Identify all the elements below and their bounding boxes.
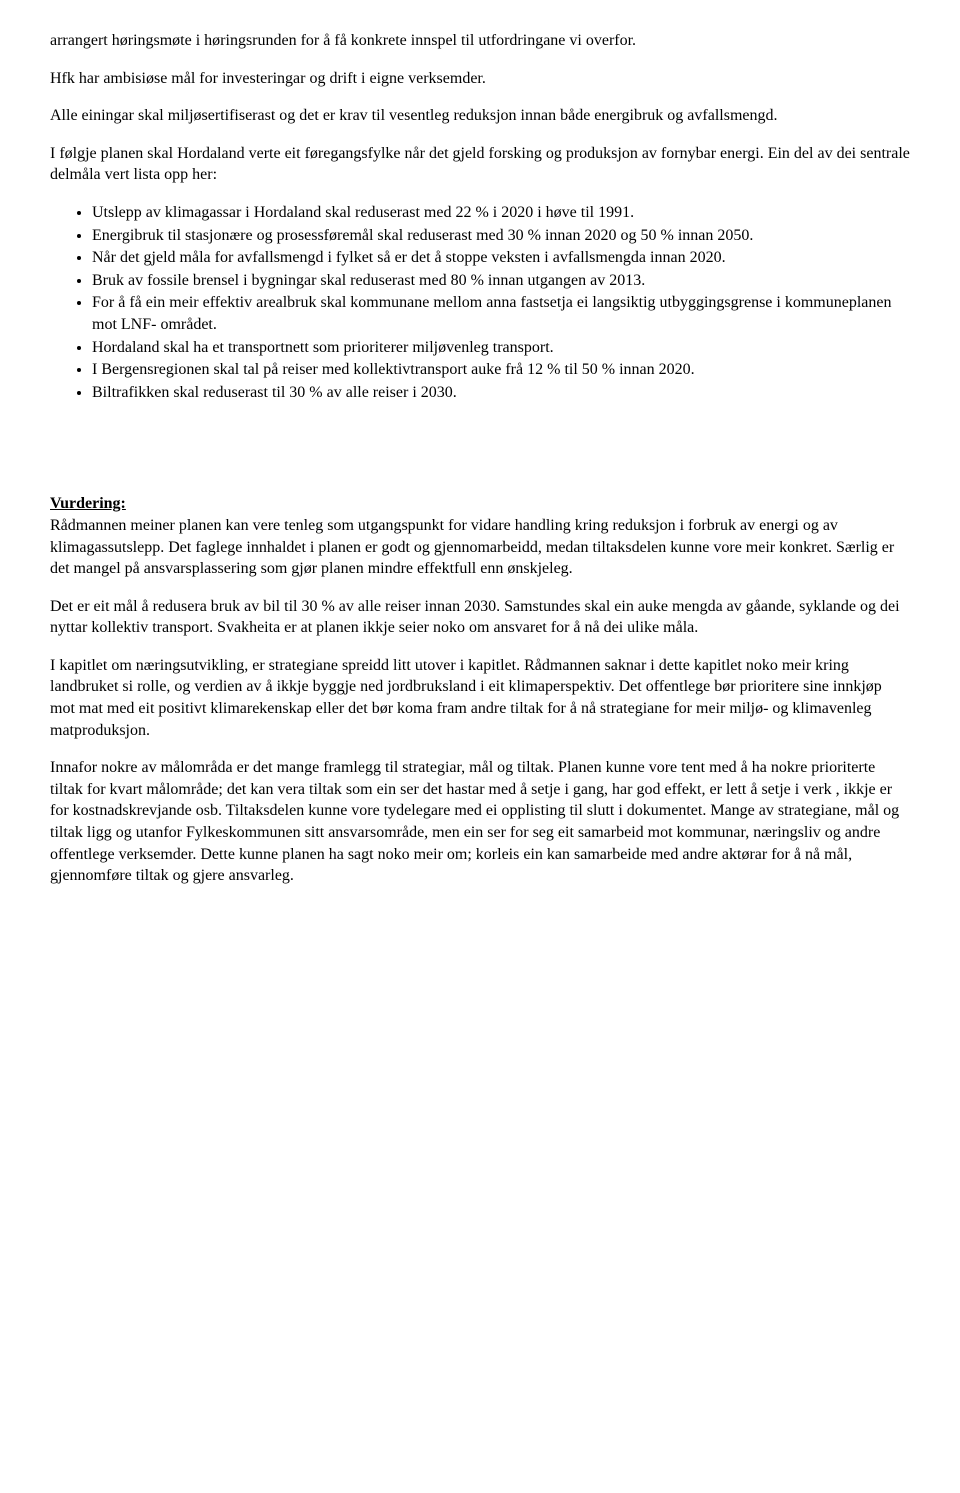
list-item: Energibruk til stasjonære og prosessføre… [92,225,910,247]
vurdering-paragraph-3: I kapitlet om næringsutvikling, er strat… [50,655,910,741]
vurdering-paragraph-2: Det er eit mål å redusera bruk av bil ti… [50,596,910,639]
list-item: Biltrafikken skal reduserast til 30 % av… [92,382,910,404]
list-item: Utslepp av klimagassar i Hordaland skal … [92,202,910,224]
paragraph-intro-3: Alle einingar skal miljøsertifiserast og… [50,105,910,127]
list-item: Hordaland skal ha et transportnett som p… [92,337,910,359]
list-item: I Bergensregionen skal tal på reiser med… [92,359,910,381]
vurdering-paragraph-1: Rådmannen meiner planen kan vere tenleg … [50,515,910,580]
vurdering-heading: Vurdering: [50,493,910,515]
paragraph-intro-4: I følgje planen skal Hordaland verte eit… [50,143,910,186]
paragraph-intro-1: arrangert høringsmøte i høringsrunden fo… [50,30,910,52]
goals-list: Utslepp av klimagassar i Hordaland skal … [50,202,910,403]
list-item: Bruk av fossile brensel i bygningar skal… [92,270,910,292]
vurdering-paragraph-4: Innafor nokre av målområda er det mange … [50,757,910,887]
list-item: Når det gjeld måla for avfallsmengd i fy… [92,247,910,269]
list-item: For å få ein meir effektiv arealbruk ska… [92,292,910,335]
paragraph-intro-2: Hfk har ambisiøse mål for investeringar … [50,68,910,90]
